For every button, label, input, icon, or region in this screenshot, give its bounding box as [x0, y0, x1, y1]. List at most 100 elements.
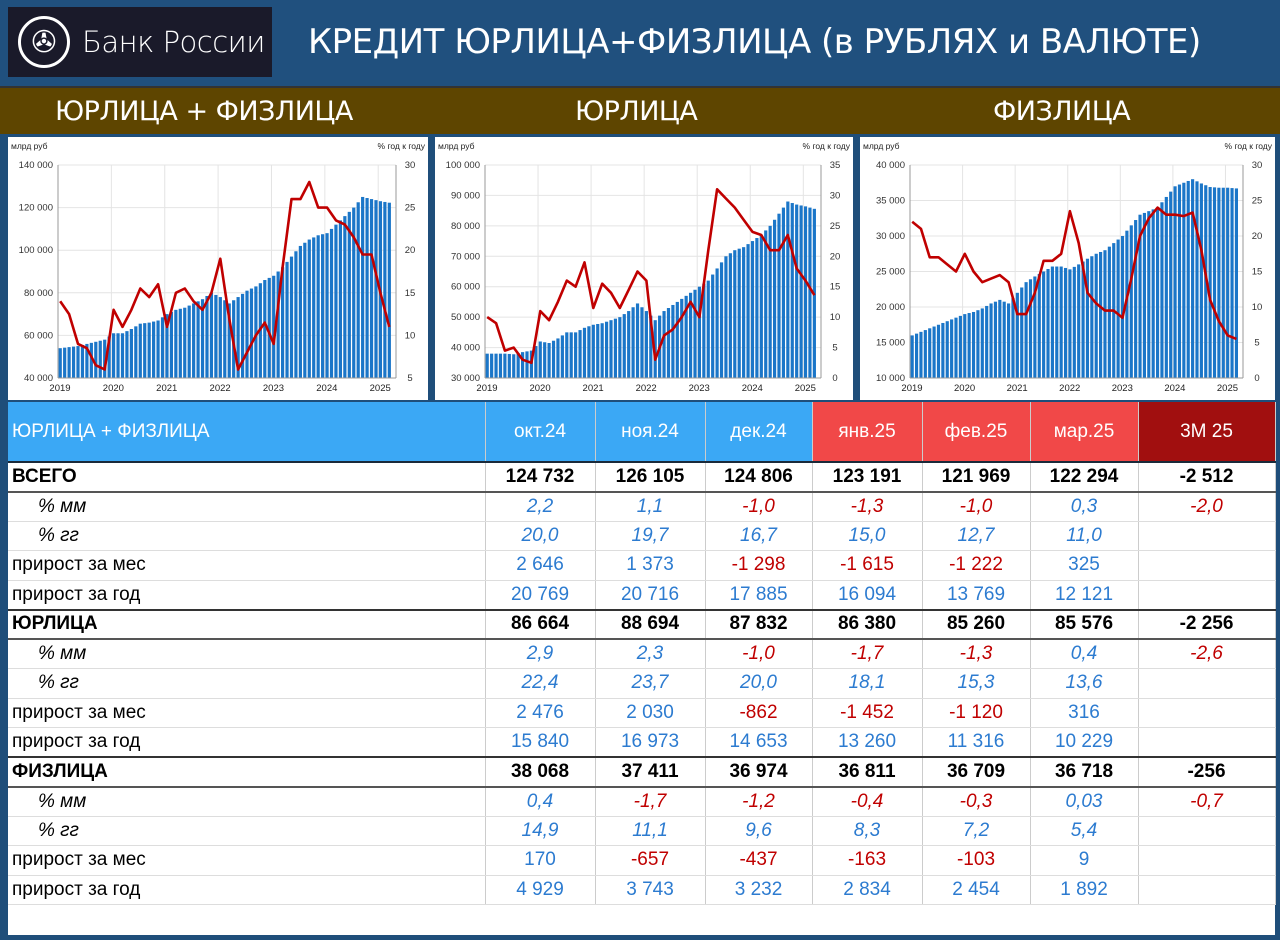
bar [764, 230, 768, 378]
table-cell: 20,0 [485, 521, 596, 551]
table-cell [1138, 727, 1276, 758]
bar [285, 261, 289, 378]
bar [976, 310, 980, 378]
bar [80, 344, 85, 378]
bar [196, 301, 200, 378]
bar [223, 300, 227, 378]
bar [134, 326, 138, 378]
y2-tick-label: 15 [1252, 267, 1263, 278]
table-cell: -1 222 [922, 550, 1031, 581]
table-cell: 11 316 [922, 727, 1031, 758]
bar [967, 313, 971, 378]
bar [644, 311, 648, 378]
bar [512, 354, 516, 378]
table-cell: -1,0 [922, 491, 1031, 522]
table-cell: 36 718 [1030, 756, 1139, 788]
bar [516, 353, 520, 378]
table-cell: 11,1 [595, 816, 706, 846]
bar [312, 237, 316, 378]
row-label: прирост за год [8, 580, 486, 610]
bar [715, 268, 719, 378]
bar [803, 206, 808, 378]
bar [1094, 253, 1098, 378]
y2-tick-label: 30 [1252, 160, 1263, 171]
table-cell: 8,3 [812, 816, 923, 846]
table-cell: 4 929 [485, 875, 596, 905]
bar [910, 335, 914, 378]
bar [67, 347, 71, 378]
bar [71, 346, 76, 378]
bar [1147, 211, 1151, 378]
table-cell: 12,7 [922, 521, 1031, 551]
x-tick-label: 2024 [1164, 383, 1185, 394]
bar [1151, 209, 1155, 378]
bar [928, 328, 932, 378]
bar [365, 198, 369, 378]
bar [1120, 236, 1125, 378]
table-cell: 88 694 [595, 608, 706, 640]
bar [1155, 207, 1160, 378]
bar [985, 305, 989, 378]
bar [369, 199, 374, 378]
table-row: % мм 2,2 1,1 -1,0 -1,3 -1,0 0,3 -2,0 [8, 491, 1276, 522]
table-cell [1138, 816, 1276, 846]
bar [1230, 188, 1234, 378]
bar [280, 267, 285, 378]
table-row: % мм 0,4 -1,7 -1,2 -0,4 -0,3 0,03 -0,7 [8, 786, 1276, 817]
bar [147, 322, 151, 378]
bar [1037, 273, 1041, 378]
y-tick-label: 100 000 [19, 245, 53, 256]
growth-line [911, 206, 1237, 341]
table-cell: 13 260 [812, 727, 923, 758]
y2-tick-label: 25 [405, 203, 416, 214]
eagle-emblem-icon: ✇ [18, 16, 70, 68]
bar [76, 346, 80, 378]
bar [374, 200, 378, 378]
y-tick-label: 40 000 [876, 160, 905, 171]
table-cell: 325 [1030, 550, 1139, 581]
bar [192, 303, 196, 378]
bar [1081, 261, 1085, 378]
bar [534, 346, 538, 378]
bar [724, 256, 728, 378]
y-tick-label: 35 000 [876, 196, 905, 207]
bar [759, 234, 763, 378]
table-cell: 2 454 [922, 875, 1031, 905]
column-header: 3М 25 [1138, 402, 1276, 463]
y-tick-label: 40 000 [451, 343, 480, 354]
bar [1063, 267, 1068, 378]
bar [240, 293, 245, 378]
table-cell: -2,6 [1138, 639, 1276, 669]
bar [733, 250, 737, 378]
bar [1173, 186, 1177, 378]
bar [263, 280, 267, 378]
x-tick-label: 2021 [156, 383, 177, 394]
table-cell: -256 [1138, 756, 1276, 788]
section-title-legal: ЮРЛИЦА [575, 96, 698, 127]
bar [1077, 264, 1081, 378]
bar [954, 317, 958, 378]
bar [1234, 188, 1239, 378]
table-cell: 1,1 [595, 491, 706, 522]
table-cell: 2 834 [812, 875, 923, 905]
row-label: % гг [8, 521, 486, 551]
x-tick-label: 2025 [795, 383, 816, 394]
table-cell: 16 973 [595, 727, 706, 758]
bar [525, 351, 529, 378]
row-label: % гг [8, 668, 486, 699]
x-tick-label: 2023 [689, 383, 710, 394]
y2-tick-label: 10 [1252, 302, 1263, 313]
bar [746, 244, 750, 378]
table-row: % гг 22,4 23,7 20,0 18,1 15,3 13,6 [8, 668, 1276, 699]
bar [591, 324, 595, 378]
bar [565, 332, 569, 378]
table-cell: 12 121 [1030, 580, 1139, 610]
row-label: % гг [8, 816, 486, 846]
y-tick-label: 120 000 [19, 203, 53, 214]
y2-tick-label: 15 [830, 282, 841, 293]
bar [218, 297, 222, 378]
bar [490, 353, 494, 378]
bar [1103, 250, 1107, 378]
y-tick-label: 40 000 [24, 373, 53, 384]
bar [1217, 187, 1221, 378]
